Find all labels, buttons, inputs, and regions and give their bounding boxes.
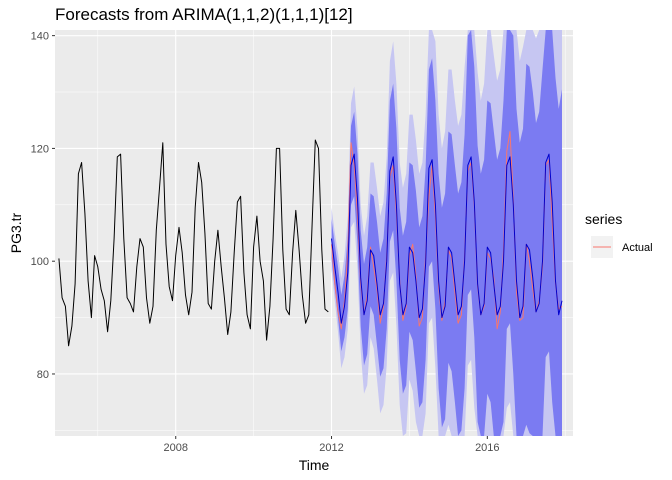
legend: series Actual <box>585 211 653 258</box>
axis-ticks: 2008 2012 2016 80 100 120 140 <box>31 31 500 454</box>
y-tick-label: 80 <box>37 369 49 381</box>
forecast-band-80 <box>331 30 562 436</box>
y-tick-label: 100 <box>31 256 49 268</box>
y-axis-title: PG3.tr <box>8 212 24 253</box>
series-lines <box>58 131 563 347</box>
x-tick-label: 2016 <box>475 442 499 454</box>
y-tick-label: 140 <box>31 31 49 43</box>
legend-title: series <box>585 211 622 227</box>
chart-title: Forecasts from ARIMA(1,1,2)(1,1,1)[12] <box>55 5 353 24</box>
y-tick-label: 120 <box>31 143 49 155</box>
x-tick-label: 2008 <box>163 442 187 454</box>
legend-label-actual: Actual <box>622 242 653 254</box>
x-tick-label: 2012 <box>319 442 343 454</box>
forecast-mean-line <box>331 153 563 324</box>
band-80-area <box>331 30 562 436</box>
history-line <box>58 139 329 347</box>
x-axis-title: Time <box>299 457 330 473</box>
